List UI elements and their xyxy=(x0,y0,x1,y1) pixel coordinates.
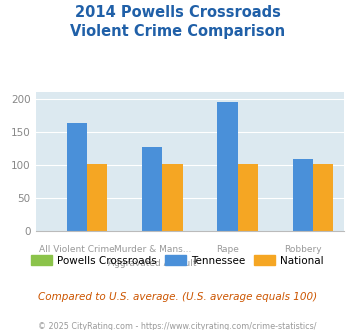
Text: Robbery: Robbery xyxy=(284,245,322,254)
Bar xyxy=(238,164,258,231)
Bar xyxy=(293,159,313,231)
Bar xyxy=(163,164,183,231)
Bar xyxy=(142,147,163,231)
Bar xyxy=(217,102,238,231)
Text: Aggravated Assault: Aggravated Assault xyxy=(108,259,197,268)
Legend: Powells Crossroads, Tennessee, National: Powells Crossroads, Tennessee, National xyxy=(27,251,328,270)
Text: 2014 Powells Crossroads
Violent Crime Comparison: 2014 Powells Crossroads Violent Crime Co… xyxy=(70,5,285,39)
Text: © 2025 CityRating.com - https://www.cityrating.com/crime-statistics/: © 2025 CityRating.com - https://www.city… xyxy=(38,322,317,330)
Text: Rape: Rape xyxy=(216,245,239,254)
Bar xyxy=(67,123,87,231)
Text: All Violent Crime: All Violent Crime xyxy=(39,245,115,254)
Bar xyxy=(87,164,108,231)
Bar xyxy=(313,164,333,231)
Text: Compared to U.S. average. (U.S. average equals 100): Compared to U.S. average. (U.S. average … xyxy=(38,292,317,302)
Text: Murder & Mans...: Murder & Mans... xyxy=(114,245,191,254)
